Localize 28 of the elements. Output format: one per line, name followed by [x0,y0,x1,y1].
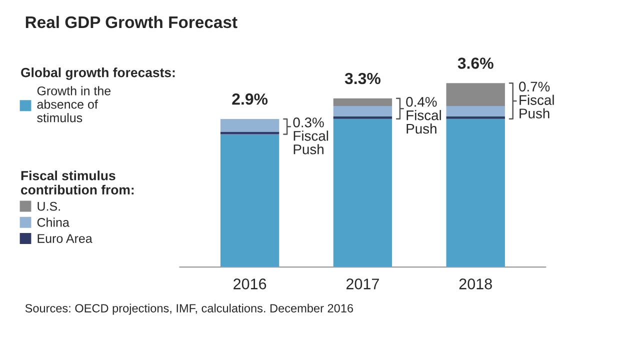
annotation: 0.3% Fiscal Push [293,118,328,154]
text: Fiscal stimulus contribution from: [21,170,134,195]
bar [446,116,505,119]
x-tick-label: 2018 [459,278,492,290]
annotation: 3.3% [344,72,380,84]
legend-label: Growth in the absence of stimulus [37,86,111,122]
bar [333,118,392,268]
bar [333,106,392,116]
bar [220,134,280,268]
chart-title: Real GDP Growth Forecast [26,16,238,28]
x-tick-label: 2017 [346,278,379,290]
bar [446,83,505,106]
bar [220,132,280,134]
annotation: 3.6% [458,58,494,69]
source-note: Sources: OECD projections, IMF, calculations. December 2016 [25,304,354,315]
bar [333,116,392,119]
legend-label: Euro Area [38,234,92,243]
bar [333,98,392,106]
legend-label: China [37,218,70,227]
legend-label: U.S. [38,202,60,211]
annotation: 0.4% Fiscal Push [406,96,441,134]
bar [446,118,505,268]
x-tick-label: 2016 [234,278,266,290]
annotation: 2.9% [232,93,268,105]
bar [446,106,505,116]
legend-title: Global growth forecasts: [21,68,175,80]
annotation: 0.7% Fiscal Push [519,82,554,118]
bar [220,119,280,132]
